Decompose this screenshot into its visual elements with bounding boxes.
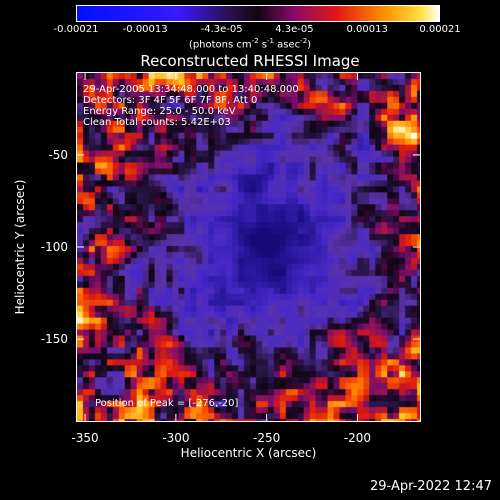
- info-line-energy: Energy Range: 25.0 - 50.0 keV: [83, 106, 236, 117]
- rhessi-heatmap-image: [77, 73, 420, 421]
- colorbar: [76, 5, 440, 22]
- units-exp2: -1: [267, 37, 274, 45]
- y-tick-label-1: -100: [40, 240, 68, 254]
- x-tick-label-0: -350: [71, 431, 99, 445]
- units-exp1: -2: [251, 37, 259, 45]
- y-tick-label-2: -150: [40, 332, 68, 347]
- colorbar-tick-3: 4.3e-05: [275, 24, 314, 35]
- units-mid: s: [258, 39, 268, 51]
- colorbar-tick-0: -0.00021: [53, 24, 99, 35]
- colorbar-tick-2: -4.3e-05: [200, 24, 243, 35]
- x-tick-label-1: -300: [162, 431, 190, 445]
- x-axis-label: Heliocentric X (arcsec): [180, 446, 317, 460]
- colorbar-units: (photons cm-2 s-1 asec-2): [0, 37, 500, 50]
- colorbar-tick-1: -0.00013: [122, 24, 168, 35]
- info-line-detectors: Detectors: 3F 4F 5F 6F 7F 8F, Att 0: [83, 95, 258, 106]
- info-line-time: 29-Apr-2005 13:34:48.000 to 13:40:48.000: [83, 84, 299, 95]
- y-axis-label: Heliocentric Y (arcsec): [13, 179, 27, 315]
- units-suffix: ): [307, 39, 312, 51]
- colorbar-tick-4: 0.00013: [346, 24, 388, 35]
- peak-position: Position of Peak = [-276,-20]: [95, 398, 239, 409]
- info-line-counts: Clean Total counts: 5.42E+03: [83, 117, 231, 128]
- timestamp: 29-Apr-2022 12:47: [370, 479, 492, 494]
- colorbar-tick-5: 0.00021: [419, 24, 461, 35]
- rhessi-image-plot: 29-Apr-2005 13:34:48.000 to 13:40:48.000…: [76, 72, 421, 422]
- x-tick-label-3: -200: [343, 431, 372, 445]
- units-prefix: (photons cm: [188, 39, 252, 51]
- x-tick-label-2: -250: [253, 431, 281, 445]
- units-exp3: -2: [300, 37, 308, 45]
- units-mid2: asec: [274, 39, 301, 51]
- y-tick-label-0: -50: [48, 147, 68, 162]
- image-title: Reconstructed RHESSI Image: [140, 52, 360, 70]
